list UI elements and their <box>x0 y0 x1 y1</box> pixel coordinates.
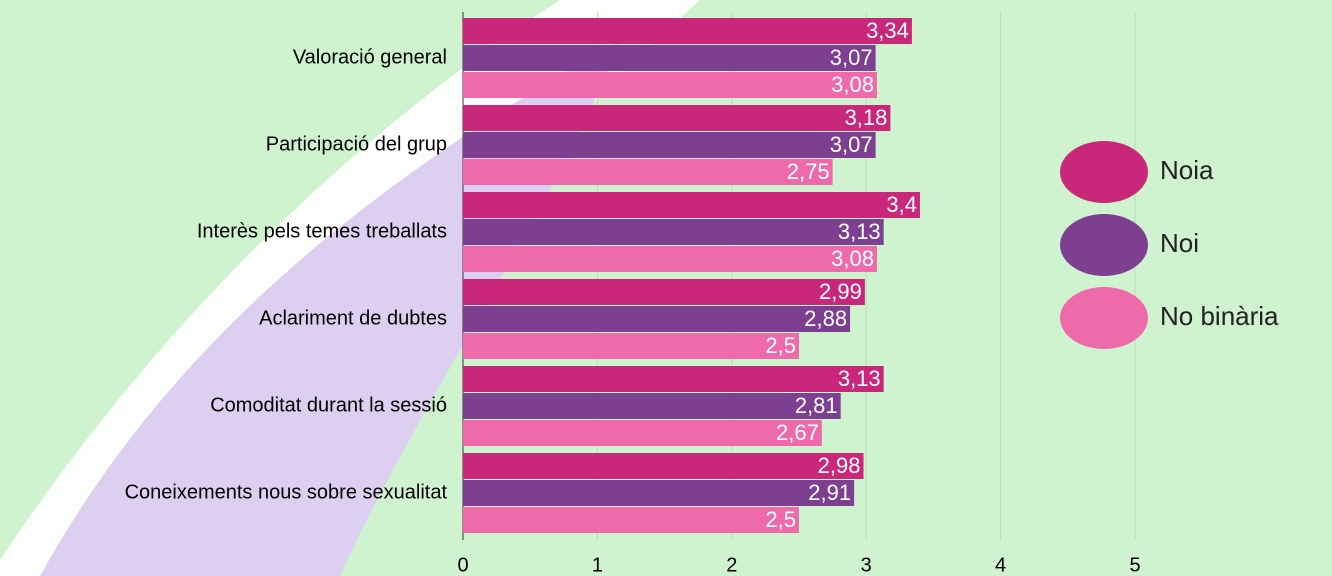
value-label: 2,99 <box>819 279 862 304</box>
category-label: Coneixements nous sobre sexualitat <box>125 481 448 503</box>
value-label: 2,98 <box>818 453 861 478</box>
bar <box>463 507 799 533</box>
x-tick-label: 1 <box>592 554 603 576</box>
category-label: Aclariment de dubtes <box>259 307 447 329</box>
legend-swatch <box>1060 214 1148 276</box>
value-label: 3,34 <box>866 18 909 43</box>
bar <box>463 306 850 332</box>
value-label: 2,88 <box>804 306 847 331</box>
bar <box>463 132 876 158</box>
bar <box>463 420 822 446</box>
bar <box>463 105 890 131</box>
bar <box>463 219 884 245</box>
legend-swatch <box>1060 287 1148 349</box>
value-label: 3,18 <box>845 105 888 130</box>
bar <box>463 192 920 218</box>
legend-swatch <box>1060 141 1148 203</box>
chart: 012345Valoració general3,343,073,08Parti… <box>0 0 1332 576</box>
value-label: 3,13 <box>838 219 881 244</box>
value-label: 3,13 <box>838 366 881 391</box>
bar <box>463 72 877 98</box>
value-label: 2,5 <box>765 333 796 358</box>
legend-label: No binària <box>1160 301 1279 331</box>
x-tick-label: 5 <box>1129 554 1140 576</box>
bar <box>463 45 876 71</box>
legend-label: Noia <box>1160 155 1214 185</box>
x-tick-label: 3 <box>861 554 872 576</box>
value-label: 3,07 <box>830 45 873 70</box>
legend-label: Noi <box>1160 228 1199 258</box>
value-label: 3,08 <box>831 72 874 97</box>
bar <box>463 279 865 305</box>
bar <box>463 333 799 359</box>
x-tick-label: 2 <box>726 554 737 576</box>
bar <box>463 366 884 392</box>
category-label: Valoració general <box>293 46 447 68</box>
value-label: 3,4 <box>886 192 917 217</box>
value-label: 2,5 <box>765 507 796 532</box>
bar <box>463 159 833 185</box>
bar <box>463 480 854 506</box>
x-tick-label: 0 <box>457 554 468 576</box>
x-tick-label: 4 <box>995 554 1006 576</box>
category-label: Participació del grup <box>266 133 447 155</box>
bar <box>463 393 841 419</box>
bar <box>463 453 864 479</box>
value-label: 3,08 <box>831 246 874 271</box>
value-label: 3,07 <box>830 132 873 157</box>
value-label: 2,75 <box>787 159 830 184</box>
value-label: 2,91 <box>808 480 851 505</box>
bar <box>463 18 912 44</box>
category-label: Comoditat durant la sessió <box>210 394 447 416</box>
value-label: 2,81 <box>795 393 838 418</box>
category-label: Interès pels temes treballats <box>197 220 447 242</box>
value-label: 2,67 <box>776 420 819 445</box>
bar <box>463 246 877 272</box>
